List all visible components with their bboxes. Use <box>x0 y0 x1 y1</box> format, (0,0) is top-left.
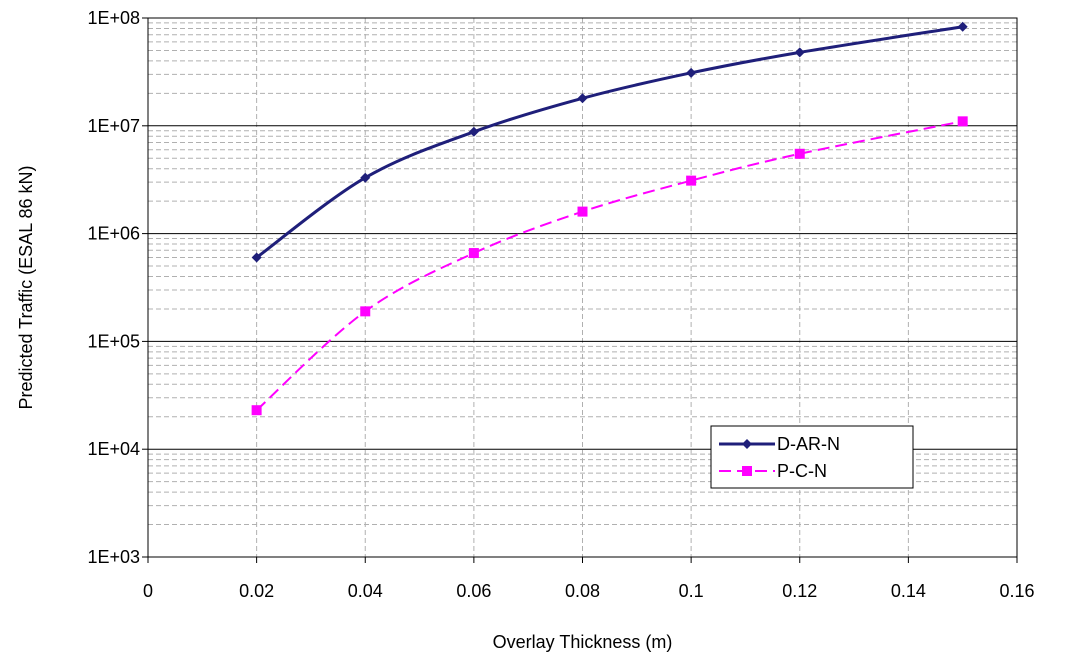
legend-box <box>710 425 914 489</box>
data-point-d-ar-n <box>686 67 697 78</box>
data-point-d-ar-n <box>957 21 968 32</box>
legend-label-d-ar-n: D-AR-N <box>777 434 840 454</box>
series-layer <box>251 21 968 416</box>
x-tick-label: 0.02 <box>239 581 274 601</box>
legend-label-p-c-n: P-C-N <box>777 461 827 481</box>
y-tick-label: 1E+07 <box>87 116 140 136</box>
data-point-p-c-n <box>957 116 968 127</box>
y-tick-label: 1E+03 <box>87 547 140 567</box>
legend: D-AR-N P-C-N <box>710 425 914 489</box>
data-point-p-c-n <box>577 206 588 217</box>
data-point-p-c-n <box>794 148 805 159</box>
x-tick-label: 0.08 <box>565 581 600 601</box>
legend-marker-p-c-n <box>742 466 752 476</box>
y-axis-ticks: 1E+03 1E+04 1E+05 1E+06 1E+07 1E+08 <box>87 8 148 567</box>
data-point-d-ar-n <box>468 126 479 137</box>
y-tick-label: 1E+05 <box>87 331 140 351</box>
series-d-ar-n <box>251 21 968 263</box>
x-axis-label: Overlay Thickness (m) <box>493 632 673 652</box>
data-point-p-c-n <box>360 306 371 317</box>
data-point-d-ar-n <box>251 252 262 263</box>
data-point-p-c-n <box>686 175 697 186</box>
x-tick-label: 0.14 <box>891 581 926 601</box>
data-point-p-c-n <box>251 405 262 416</box>
y-tick-label: 1E+04 <box>87 439 140 459</box>
data-point-d-ar-n <box>577 93 588 104</box>
x-tick-label: 0.04 <box>348 581 383 601</box>
legend-item-d-ar-n: D-AR-N <box>719 434 840 454</box>
series-p-c-n <box>251 116 968 416</box>
y-axis-label: Predicted Traffic (ESAL 86 kN) <box>16 165 36 409</box>
x-tick-label: 0 <box>143 581 153 601</box>
legend-item-p-c-n: P-C-N <box>719 461 827 481</box>
x-tick-label: 0.16 <box>999 581 1034 601</box>
data-point-p-c-n <box>468 248 479 259</box>
data-point-d-ar-n <box>360 172 371 183</box>
x-tick-label: 0.12 <box>782 581 817 601</box>
y-tick-label: 1E+08 <box>87 8 140 28</box>
legend-marker-d-ar-n <box>742 439 752 449</box>
data-point-d-ar-n <box>794 47 805 58</box>
x-tick-label: 0.1 <box>679 581 704 601</box>
x-tick-label: 0.06 <box>456 581 491 601</box>
x-axis-ticks: 0 0.02 0.04 0.06 0.08 0.1 0.12 0.14 0.16 <box>143 557 1035 601</box>
y-tick-label: 1E+06 <box>87 224 140 244</box>
